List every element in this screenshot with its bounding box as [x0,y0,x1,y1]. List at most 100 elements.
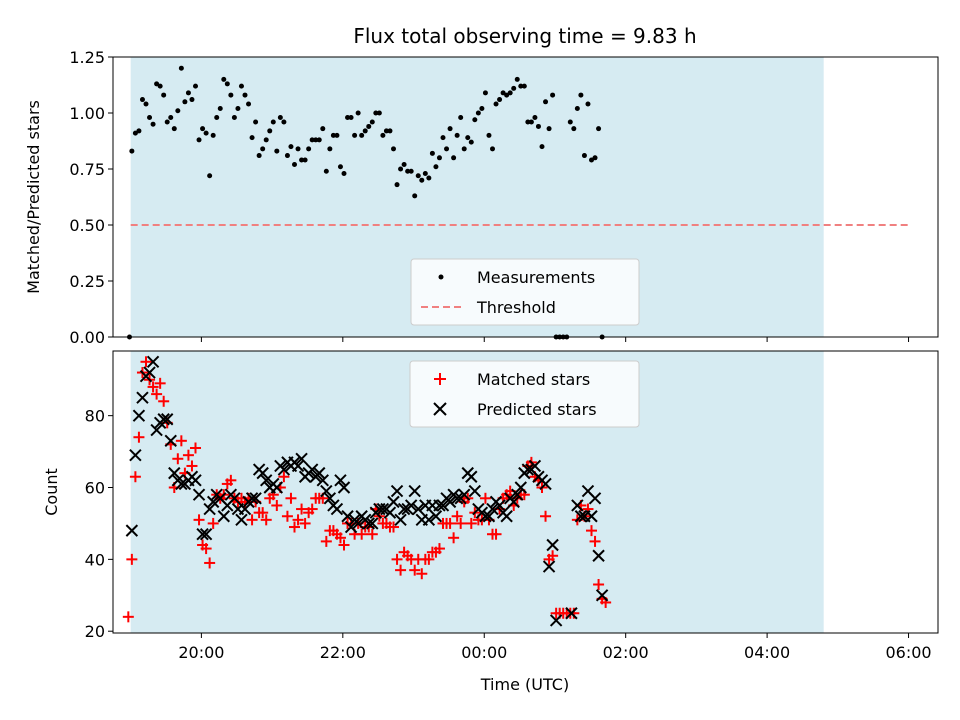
matched-stars-point [320,535,332,547]
time-x-axis-label: Time (UTC) [480,675,569,694]
matched-stars-point [182,449,194,461]
measurements-point [263,137,269,143]
predicted-stars-point [443,495,457,509]
predicted-stars-point [436,499,450,512]
matched-stars-point [281,510,293,522]
ratio-y-axis: 0.00 0.25 0.50 0.75 1.00 1.25 [69,48,910,347]
matched-stars-point [285,492,297,504]
measurements-point [436,155,442,161]
matched-stars-point [409,564,421,576]
predicted-stars-point [189,474,202,487]
predicted-stars-point [549,614,563,627]
predicted-stars-point [366,517,379,530]
predicted-stars-point [514,481,527,494]
matched-stars-point [190,442,201,454]
matched-stars-point [289,521,300,533]
measurements-point [200,126,206,132]
y-tick-label: 1.00 [69,104,105,123]
measurements-point [398,166,404,172]
predicted-stars-point [164,434,177,448]
measurements-point [493,101,499,107]
measurements-point [447,126,453,132]
matched-stars-point [225,474,237,486]
predicted-stars-point [136,391,149,404]
predicted-stars-point [458,488,471,501]
measurements-point [585,101,591,107]
matched-stars-point [455,517,467,529]
predicted-stars-point [320,484,333,498]
measurements-point [490,146,495,152]
measurements-point [497,97,503,103]
measurements-point [196,137,202,143]
measurements-point [246,101,252,107]
matched-stars-point [366,528,378,540]
measurements-point [309,137,315,143]
x-tick-label: 20:00 [178,643,224,662]
predicted-stars-point [341,510,354,523]
measurements-point [228,92,234,98]
predicted-stars-point [408,484,421,498]
measurements-point [270,119,276,125]
predicted-stars-point [150,423,163,437]
measurements-point [147,114,153,120]
measurements-point [507,90,513,96]
matched-stars-point [257,507,269,519]
matched-legend-label: Matched stars [477,370,590,389]
predicted-stars-point [249,492,262,505]
predicted-stars-point [206,495,220,509]
predicted-stars-point [143,366,156,379]
measurements-point [185,90,191,96]
matched-stars-point [200,543,212,555]
measurements-point [288,144,294,150]
measurements-point [327,146,333,152]
predicted-stars-point [196,528,209,541]
matched-stars-point [292,514,304,526]
matched-stars-point [296,503,308,515]
measurements-point [189,97,195,103]
matched-stars-point [547,550,559,562]
x-tick-label: 02:00 [603,643,649,662]
predicted-stars-point [511,488,524,501]
predicted-stars-point [528,459,542,473]
measurements-point [224,81,230,87]
measurements-point [214,114,220,120]
matched-stars-point [416,568,428,580]
predicted-stars-point [334,474,347,487]
measurements-point [256,153,262,159]
predicted-stars-point [313,466,326,480]
measurements-point [164,119,170,125]
measurements-point [376,110,382,116]
predicted-stars-point [351,517,365,530]
y-tick-label: 20 [85,622,105,641]
predicted-stars-point [192,488,206,501]
predicted-stars-point [295,452,308,465]
matched-stars-point [490,528,502,540]
matched-stars-point [133,431,145,443]
predicted-stars-point [546,538,559,552]
measurements-point [528,119,534,125]
predicted-stars-point [238,502,252,516]
measurements-point [306,146,312,152]
predicted-legend-label: Predicted stars [477,400,597,419]
measurements-point [253,119,259,125]
predicted-stars-point [256,466,269,480]
measurements-point [468,139,474,145]
matched-stars-point [207,517,219,529]
measurements-point [465,135,471,141]
measurements-point [419,177,425,183]
measurements-point [373,110,379,116]
x-tick-label: 06:00 [885,643,931,662]
predicted-stars-point [344,520,358,534]
predicted-stars-point [203,502,216,516]
predicted-stars-point [132,409,146,422]
predicted-stars-point [521,463,535,476]
matched-stars-point [338,539,350,551]
measurements-point [203,130,209,136]
y-tick-label: 80 [85,407,105,426]
measurements-point [171,126,177,132]
measurements-point [242,92,248,98]
predicted-stars-point [323,492,337,505]
predicted-stars-point [217,510,230,523]
ratio-legend-box [410,258,640,326]
